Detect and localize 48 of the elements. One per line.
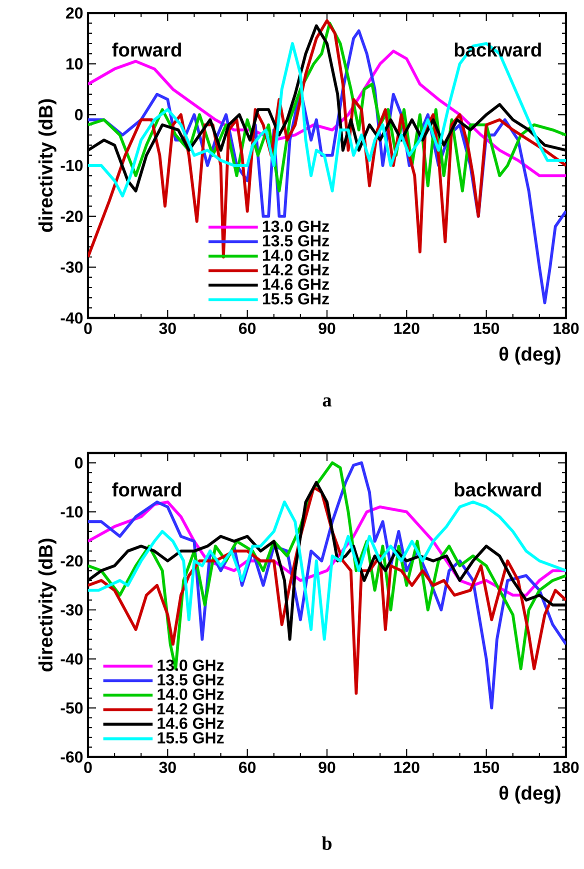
legend-label: 14.2 GHz: [263, 264, 330, 276]
legend-label: 15.5 GHz: [158, 732, 224, 744]
y-axis-title: directivity (dB): [38, 99, 56, 232]
x-tick-label: 150: [474, 322, 500, 334]
y-tick-label: 0: [75, 109, 83, 120]
legend-label: 14.6 GHz: [263, 278, 330, 290]
x-tick-label: 0: [84, 762, 92, 774]
y-axis-title: directivity (dB): [38, 538, 56, 672]
legend-label: 14.2 GHz: [158, 703, 224, 714]
x-axis-title: θ (deg): [500, 786, 560, 804]
y-tick-label: -20: [60, 210, 83, 222]
y-tick-label: -30: [60, 262, 83, 273]
y-tick-label: 20: [66, 7, 83, 19]
legend-label: 14.0 GHz: [263, 250, 330, 261]
x-tick-label: 0: [84, 322, 92, 334]
x-tick-label: 30: [159, 322, 176, 334]
x-tick-label: 60: [239, 762, 256, 774]
x-tick-label: 150: [474, 762, 500, 774]
y-tick-label: -40: [60, 312, 83, 324]
y-tick-label: -50: [60, 702, 83, 714]
y-tick-label: -30: [60, 604, 83, 616]
legend-label: 13.5 GHz: [263, 235, 330, 246]
legend-label: 13.0 GHz: [263, 220, 330, 232]
x-tick-label: 90: [318, 762, 336, 774]
x-tick-label: 120: [394, 322, 420, 334]
y-tick-label: -20: [60, 555, 83, 567]
legend-label: 14.0 GHz: [158, 688, 224, 700]
x-tick-label: 180: [554, 322, 579, 334]
y-tick-label: -60: [60, 751, 83, 763]
y-tick-label: -10: [60, 506, 83, 518]
text: b: [322, 836, 332, 850]
legend-label: 14.6 GHz: [158, 718, 224, 729]
annotation: backward: [454, 482, 541, 497]
x-tick-label: 120: [394, 762, 420, 774]
text: a: [322, 397, 332, 407]
x-tick-label: 90: [318, 322, 336, 334]
annotation: forward: [112, 42, 182, 57]
y-tick-label: 10: [66, 58, 83, 70]
x-tick-label: 30: [159, 762, 176, 774]
y-tick-label: 0: [75, 457, 83, 468]
annotation: forward: [112, 482, 182, 497]
x-axis-title: θ (deg): [500, 346, 560, 365]
legend-label: 15.5 GHz: [263, 293, 330, 304]
y-tick-label: -10: [60, 160, 83, 172]
x-tick-label: 60: [239, 322, 256, 334]
x-tick-label: 180: [554, 762, 579, 774]
legend-label: 13.5 GHz: [158, 674, 224, 686]
y-tick-label: -40: [60, 653, 83, 665]
